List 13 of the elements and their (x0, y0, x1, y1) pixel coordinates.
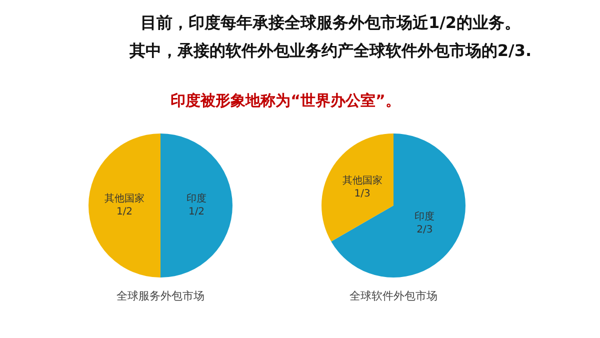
text: 全球服务外包市场 (116, 290, 204, 302)
text: 目前，印度每年承接全球服务外包市场近1/2的业务。 (140, 13, 521, 32)
slice-label: 印度 (414, 210, 435, 222)
slice-label: 其他国家 (342, 174, 382, 186)
slice-label: 印度 (186, 192, 206, 204)
data-label: 1/2 (188, 206, 205, 218)
data-label: 1/3 (354, 188, 370, 200)
data-label: 2/3 (416, 224, 433, 236)
data-label: 1/2 (116, 206, 133, 218)
text: 印度被形象地称为“世界办公室”。 (170, 92, 400, 110)
text: 全球软件外包市场 (350, 290, 438, 302)
slice-label: 其他国家 (104, 192, 144, 204)
text: 其中，承接的软件外包业务约产全球软件外包市场的2/3. (128, 41, 532, 60)
